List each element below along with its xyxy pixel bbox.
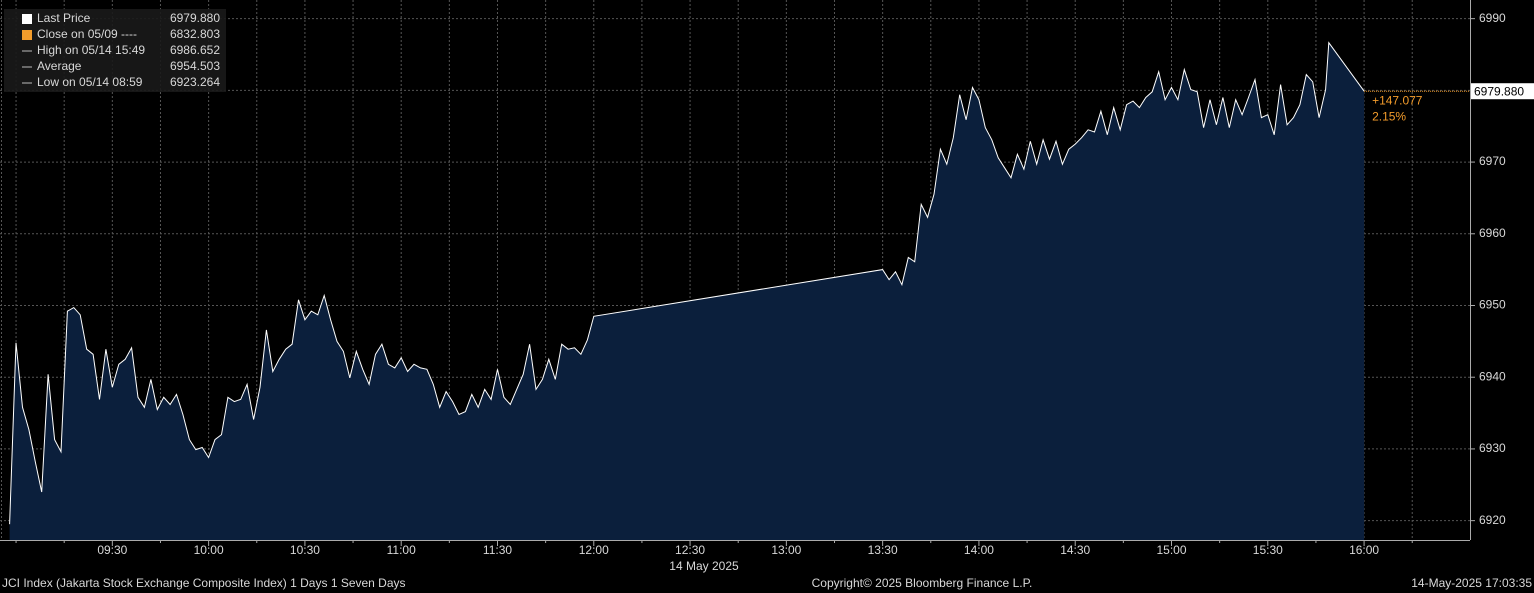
x-tick-label: 09:30: [97, 543, 127, 557]
x-tick-label: 11:30: [483, 543, 512, 557]
legend-value: 6986.652: [170, 43, 220, 57]
x-tick-label: 11:00: [387, 543, 416, 557]
y-tick-label: 6930: [1479, 441, 1506, 455]
line: [9, 41, 1365, 525]
axes: 6920693069406950696069706980699009:3010:…: [0, 0, 1534, 557]
legend-label: Last Price: [37, 11, 91, 25]
y-tick-label: 6960: [1479, 226, 1506, 240]
legend-value: 6832.803: [170, 27, 220, 41]
y-tick-label: 6940: [1479, 369, 1506, 383]
x-tick-label: 15:00: [1156, 543, 1186, 557]
legend-label: Low on 05/14 08:59: [37, 75, 143, 89]
legend: Last Price 6979.880 Close on 05/09 ---- 683…: [4, 9, 226, 92]
x-tick-label: 10:30: [290, 543, 320, 557]
legend-swatch: [22, 14, 32, 24]
plot: +147.077 2.15%: [9, 41, 1470, 540]
x-tick-label: 14:00: [964, 543, 994, 557]
legend-value: 6954.503: [170, 59, 220, 73]
x-tick-label: 12:30: [675, 543, 705, 557]
footer-left: JCI Index (Jakarta Stock Exchange Compos…: [2, 576, 406, 590]
legend-label: Average: [37, 59, 82, 73]
change-label: +147.077: [1372, 93, 1423, 107]
y-tick-label: 6990: [1479, 11, 1506, 25]
x-date-label: 14 May 2025: [669, 559, 739, 573]
x-tick-label: 13:00: [771, 543, 801, 557]
footer-right: 14-May-2025 17:03:35: [1411, 576, 1532, 590]
footer-center: Copyright© 2025 Bloomberg Finance L.P.: [812, 576, 1033, 590]
area: [9, 42, 1365, 540]
y-tick-label: 6950: [1479, 298, 1506, 312]
change-pct-label: 2.15%: [1372, 109, 1406, 123]
legend-box: [4, 9, 226, 92]
x-tick-label: 12:00: [579, 543, 609, 557]
x-tick-label: 14:30: [1060, 543, 1090, 557]
legend-value: 6923.264: [170, 75, 220, 89]
legend-value: 6979.880: [170, 11, 220, 25]
y-tick-label: 6970: [1479, 154, 1506, 168]
y-tick-label: 6920: [1479, 513, 1506, 527]
legend-swatch: [22, 30, 32, 40]
x-tick-label: 10:00: [194, 543, 224, 557]
x-tick-label: 15:30: [1253, 543, 1283, 557]
x-tick-label: 13:30: [868, 543, 898, 557]
legend-label: High on 05/14 15:49: [37, 43, 145, 57]
last-price-label: 6979.880: [1474, 84, 1524, 98]
last-price-box: [1471, 83, 1534, 100]
legend-label: Close on 05/09 ----: [37, 27, 137, 41]
x-tick-label: 16:00: [1349, 543, 1379, 557]
